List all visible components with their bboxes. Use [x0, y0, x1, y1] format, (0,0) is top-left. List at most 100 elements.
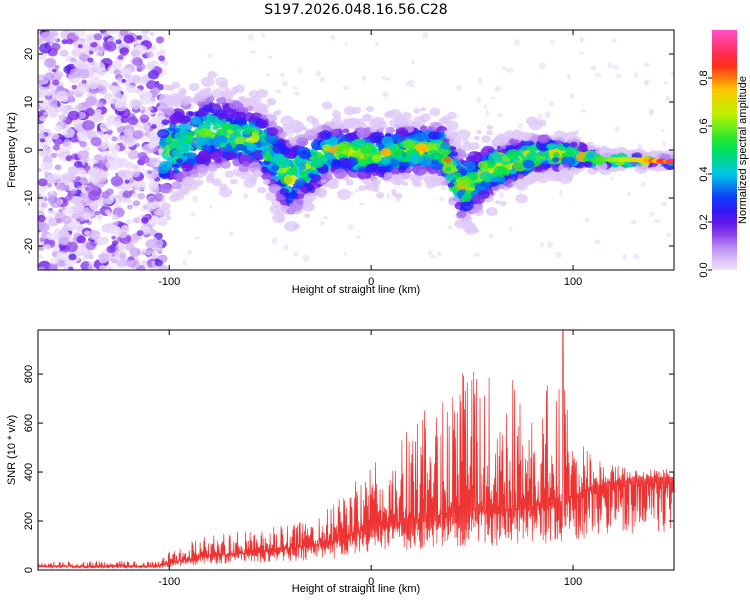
- spectrogram-cell: [54, 164, 62, 171]
- spectrogram-cell: [82, 120, 95, 131]
- spectrogram-cell: [299, 171, 309, 179]
- spectrogram-cell: [667, 159, 674, 165]
- spectrogram-cell: [549, 40, 555, 44]
- spectrogram-cell: [428, 131, 440, 140]
- spectrogram-cell: [46, 182, 53, 188]
- spectrogram-cell: [630, 219, 638, 225]
- spectrogram-cell: [155, 37, 164, 44]
- spectrogram-cell: [304, 213, 311, 218]
- spectrogram-cell: [391, 191, 398, 197]
- spectrogram-cell: [473, 135, 480, 141]
- spectrogram-cell: [123, 68, 132, 76]
- snr-ylabel: SNR (10 * v/v): [6, 415, 18, 485]
- spectrogram-cell: [178, 115, 190, 125]
- spectrogram-cell: [555, 176, 561, 182]
- spectrogram-cell: [132, 217, 141, 224]
- spectrogram-cell: [39, 147, 51, 158]
- spectrogram-image: [38, 30, 674, 270]
- spectrogram-cell: [506, 149, 520, 160]
- spectrogram-cell: [315, 70, 321, 77]
- spectrogram-cell: [218, 183, 228, 191]
- spectrogram-cell: [355, 235, 362, 240]
- spectrogram-cell: [336, 188, 352, 200]
- spectrogram-cell: [372, 187, 380, 193]
- spectrogram-cell: [38, 178, 48, 187]
- snr-ytick-label: 200: [23, 512, 35, 530]
- spectrogram-cell: [282, 124, 290, 131]
- spectrogram-cell: [362, 113, 373, 122]
- spectrogram-cell: [146, 51, 154, 58]
- spectrogram-cell: [131, 192, 138, 198]
- spectrogram-cell: [65, 241, 78, 253]
- spectrogram-cell: [455, 85, 463, 91]
- spectrogram-cell: [266, 97, 277, 106]
- spectrogram-cell: [396, 127, 409, 137]
- spectrogram-cell: [77, 44, 83, 49]
- spectrogram-cell: [134, 88, 142, 95]
- spectrogram-cell: [182, 259, 186, 267]
- spectrogram-cell: [87, 264, 95, 270]
- spectrogram-cell: [445, 174, 454, 181]
- spectrogram-cell: [198, 149, 212, 161]
- spectrogram-cell: [662, 141, 666, 148]
- spectrogram-cell: [57, 229, 70, 240]
- spectrogram-cell: [422, 31, 429, 39]
- spectrogram-cell: [110, 176, 124, 187]
- spectrogram-cell: [128, 259, 141, 270]
- snr-xtick-label: -100: [158, 576, 180, 588]
- snr-ytick-label: 800: [23, 365, 35, 383]
- spectrogram-cell: [207, 71, 218, 79]
- spectrogram-cell: [399, 165, 407, 171]
- spectrogram-cell: [506, 67, 514, 74]
- spectrogram-cell: [653, 218, 661, 224]
- spectrogram-cell: [140, 136, 147, 142]
- spectrogram-cell: [190, 116, 202, 125]
- spectrogram-cell: [562, 162, 570, 168]
- spectrogram-cell: [54, 65, 60, 69]
- spectrogram-cell: [85, 96, 98, 106]
- spectrogram-cell: [248, 90, 259, 99]
- spectrogram-cell: [292, 86, 299, 90]
- spectrogram-cell: [116, 258, 127, 268]
- spectrogram-cell: [50, 152, 58, 159]
- spectrogram-cell: [163, 59, 169, 67]
- spectrogram-cell: [194, 236, 200, 240]
- spectrogram-cell: [372, 178, 381, 186]
- spectrogram-cell: [512, 181, 519, 187]
- spectrogram-cell: [178, 88, 187, 95]
- spectrogram-cell: [429, 107, 441, 117]
- spectrogram-cell: [361, 178, 370, 185]
- spectrogram-ytick-label: 0: [23, 147, 35, 153]
- spectrogram-cell: [494, 85, 501, 92]
- spectrogram-cell: [317, 165, 329, 174]
- spectrogram-cell: [276, 157, 290, 169]
- spectrogram-cell: [73, 160, 83, 169]
- spectrogram-cell: [85, 50, 90, 55]
- spectrogram-cell: [480, 148, 491, 156]
- spectrogram-ytick-label: 20: [23, 48, 35, 60]
- spectrogram-cell: [222, 122, 233, 131]
- colorbar-label: Normalized spectral amplitude: [737, 76, 749, 224]
- spectrogram-cell: [52, 68, 57, 73]
- spectrogram-cell: [117, 86, 124, 92]
- spectrogram-cell: [38, 123, 45, 132]
- spectrogram-cell: [298, 149, 311, 160]
- spectrogram-cell: [124, 150, 130, 155]
- spectrogram-cell: [390, 148, 404, 159]
- spectrogram-cell: [43, 111, 48, 116]
- spectrogram-cell: [402, 139, 416, 150]
- spectrogram-cell: [77, 111, 87, 120]
- spectrogram-cell: [106, 212, 113, 217]
- spectrogram-cell: [71, 48, 82, 57]
- spectrogram-cell: [67, 165, 79, 175]
- spectrogram-cell: [95, 50, 104, 57]
- spectrogram-cell: [161, 119, 170, 126]
- spectrogram-cell: [93, 33, 103, 41]
- spectrogram-cell: [218, 82, 228, 90]
- spectrogram-cell: [198, 128, 211, 138]
- snr-ytick-label: 400: [23, 463, 35, 481]
- spectrogram-cell: [201, 76, 215, 88]
- spectrogram-cell: [411, 174, 422, 182]
- spectrogram-cell: [397, 142, 405, 148]
- spectrogram-cell: [62, 215, 72, 224]
